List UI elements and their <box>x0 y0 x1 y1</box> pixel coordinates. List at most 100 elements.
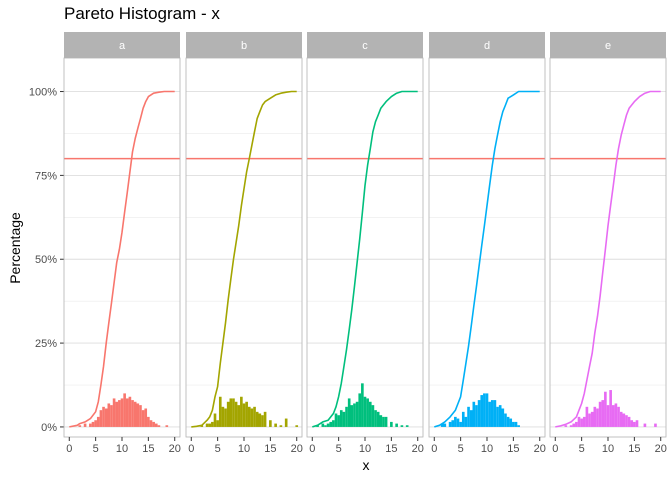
histogram-bar <box>139 405 142 427</box>
cumulative-line <box>312 90 418 428</box>
histogram-bar <box>395 423 398 427</box>
histogram-bar <box>485 393 489 427</box>
histogram-bar <box>353 403 356 427</box>
histogram-bar <box>580 418 583 427</box>
y-tick-label: 50% <box>35 254 57 266</box>
x-tick-label: 10 <box>116 443 128 455</box>
histogram-bar <box>488 401 491 427</box>
histogram-bar <box>110 405 113 427</box>
histogram-bar <box>577 416 581 427</box>
histogram-bar <box>205 423 209 427</box>
histogram-bar <box>633 421 636 427</box>
histogram-bar <box>358 393 362 427</box>
histogram-bar <box>390 421 393 427</box>
histogram-bar <box>329 421 333 427</box>
x-tick-label: 20 <box>169 443 181 455</box>
histogram-bar <box>472 401 476 427</box>
histogram-bar <box>339 410 343 427</box>
histogram-bar <box>261 415 264 427</box>
histogram-bar <box>572 423 576 427</box>
x-tick-label: 15 <box>142 443 154 455</box>
histogram-bar <box>496 406 499 427</box>
cumulative-line <box>191 90 297 428</box>
histogram-bar <box>569 425 573 427</box>
x-tick-label: 0 <box>188 443 194 455</box>
x-tick-label: 0 <box>66 443 72 455</box>
histogram-bar <box>321 423 325 427</box>
x-tick-label: 20 <box>655 443 667 455</box>
histogram-bar <box>250 408 254 427</box>
histogram-bar <box>133 401 137 427</box>
x-axis-title: x <box>363 457 370 473</box>
histogram-bar <box>154 423 158 427</box>
histogram-bar <box>461 411 465 427</box>
histogram-bar <box>89 423 92 427</box>
histogram-bar <box>374 410 377 427</box>
histogram-bar <box>240 396 243 427</box>
histogram-bar <box>208 423 212 427</box>
histogram-bar <box>611 405 615 427</box>
histogram-bar <box>371 405 375 427</box>
histogram-bar <box>582 416 586 427</box>
x-tick-label: 10 <box>359 443 371 455</box>
x-tick-label: 5 <box>579 443 585 455</box>
histogram-bar <box>601 400 605 427</box>
histogram-bar <box>78 425 82 427</box>
histogram-bar <box>224 408 227 427</box>
histogram-bar <box>477 400 481 427</box>
histogram-bar <box>229 398 233 427</box>
histogram-bar <box>490 400 494 427</box>
histogram-bar <box>152 421 155 427</box>
x-tick-label: 5 <box>336 443 342 455</box>
histogram-bar <box>456 418 460 427</box>
histogram-bar <box>83 423 87 427</box>
histogram-bar <box>334 413 338 427</box>
histogram-bar <box>483 393 486 427</box>
histogram-bar <box>512 421 515 427</box>
histogram-bar <box>253 406 256 427</box>
histogram-bar <box>368 401 372 427</box>
chart-title: Pareto Histogram - x <box>64 4 220 23</box>
panel-background <box>307 58 423 437</box>
histogram-bar <box>575 421 578 427</box>
histogram-bar <box>590 411 594 427</box>
histogram-bar <box>247 406 251 427</box>
histogram-bar <box>232 398 235 427</box>
histogram-bar <box>384 416 388 427</box>
histogram-bar <box>363 396 367 427</box>
histogram-bar <box>635 420 639 427</box>
histogram-bar <box>120 398 124 427</box>
histogram-bar <box>361 383 364 427</box>
histogram-bar <box>245 401 248 427</box>
histogram-bar <box>295 425 299 427</box>
histogram-bar <box>451 420 455 427</box>
histogram-bar <box>469 410 473 427</box>
x-tick-label: 15 <box>507 443 519 455</box>
histogram-bar <box>107 403 111 427</box>
histogram-bar <box>123 393 126 427</box>
histogram-bar <box>382 416 385 427</box>
histogram-bar <box>467 406 470 427</box>
histogram-bar <box>443 423 447 427</box>
histogram-bar <box>211 421 214 427</box>
histogram-bar <box>588 413 591 427</box>
histogram-bar <box>622 413 626 427</box>
histogram-bar <box>480 395 484 427</box>
histogram-bar <box>141 410 145 427</box>
x-tick-label: 10 <box>238 443 250 455</box>
x-tick-label: 20 <box>412 443 424 455</box>
histogram-bar <box>514 421 518 427</box>
histogram-bar <box>506 416 510 427</box>
histogram-bar <box>585 406 589 427</box>
x-tick-label: 5 <box>458 443 464 455</box>
histogram-bar <box>218 396 222 427</box>
histogram-bar <box>350 405 354 427</box>
panel-background <box>186 58 302 437</box>
histogram-bar <box>604 391 607 427</box>
histogram-bar <box>242 403 246 427</box>
histogram-bar <box>366 398 369 427</box>
histogram-bar <box>609 390 612 427</box>
cumulative-line <box>434 90 540 428</box>
histogram-bar <box>379 415 383 427</box>
